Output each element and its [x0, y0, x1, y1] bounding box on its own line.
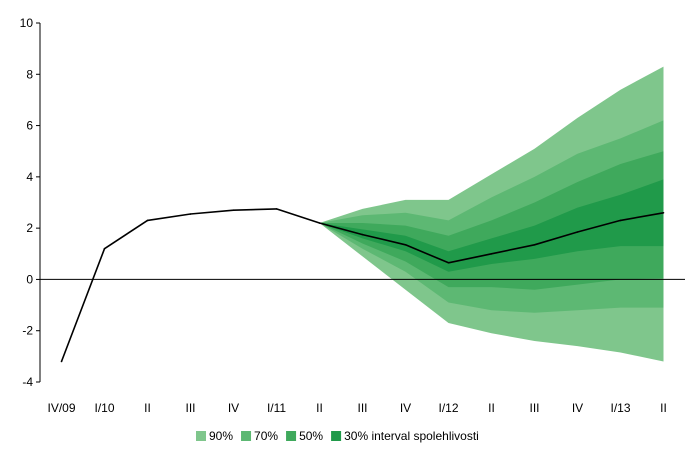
- data-point: [103, 247, 106, 250]
- x-tick-label: II: [488, 401, 495, 415]
- x-tick-label: I/13: [610, 401, 630, 415]
- data-point: [619, 219, 622, 222]
- y-tick-label: 4: [26, 170, 33, 184]
- y-tick-label: -4: [22, 375, 33, 389]
- y-tick-label: 6: [26, 119, 33, 133]
- data-point: [318, 222, 321, 224]
- y-tick-label: 8: [26, 67, 33, 81]
- fan-bands: [319, 66, 664, 362]
- legend-swatch-2: [241, 431, 252, 441]
- x-tick-label: I/12: [438, 401, 458, 415]
- x-tick-label: II: [316, 401, 323, 415]
- data-point: [447, 261, 450, 264]
- legend-swatch-3: [286, 431, 297, 441]
- y-tick-label: -2: [22, 324, 33, 338]
- data-point: [232, 209, 235, 211]
- data-point: [361, 233, 364, 236]
- x-tick-label: II: [660, 401, 667, 415]
- legend: 90% 70% 50% 30% interval spolehlivosti: [196, 429, 479, 443]
- data-point: [60, 360, 63, 363]
- data-point: [146, 219, 149, 222]
- legend-label-4: 30% interval spolehlivosti: [344, 429, 479, 443]
- data-point: [275, 208, 278, 210]
- data-point: [404, 244, 407, 246]
- y-tick-label: 0: [26, 272, 33, 286]
- x-tick-label: III: [357, 401, 367, 415]
- x-tick-label: IV: [228, 401, 239, 415]
- x-tick-label: III: [529, 401, 539, 415]
- x-tick-label: IV/09: [47, 401, 75, 415]
- x-tick-label: I/11: [267, 401, 286, 415]
- y-tick-label: 2: [26, 221, 33, 235]
- line-series: [60, 208, 665, 363]
- legend-label-2: 70%: [254, 429, 278, 443]
- data-point: [490, 252, 493, 255]
- legend-label-1: 90%: [209, 429, 233, 443]
- x-tick-label: IV: [572, 401, 583, 415]
- x-tick-label: IV: [400, 401, 411, 415]
- data-point: [662, 211, 665, 214]
- x-tick-label: II: [144, 401, 151, 415]
- axes: [36, 22, 685, 383]
- legend-swatch-4: [331, 431, 342, 441]
- x-tick-label: III: [185, 401, 195, 415]
- legend-label-3: 50%: [299, 429, 323, 443]
- x-tick-label: I/10: [94, 401, 114, 415]
- legend-swatch-1: [196, 431, 206, 441]
- y-tick-label: 10: [20, 16, 34, 30]
- data-point: [576, 231, 579, 233]
- fan-band-4: [319, 179, 664, 272]
- fan-band-3: [319, 151, 664, 290]
- data-point: [533, 244, 536, 246]
- data-point: [189, 213, 192, 215]
